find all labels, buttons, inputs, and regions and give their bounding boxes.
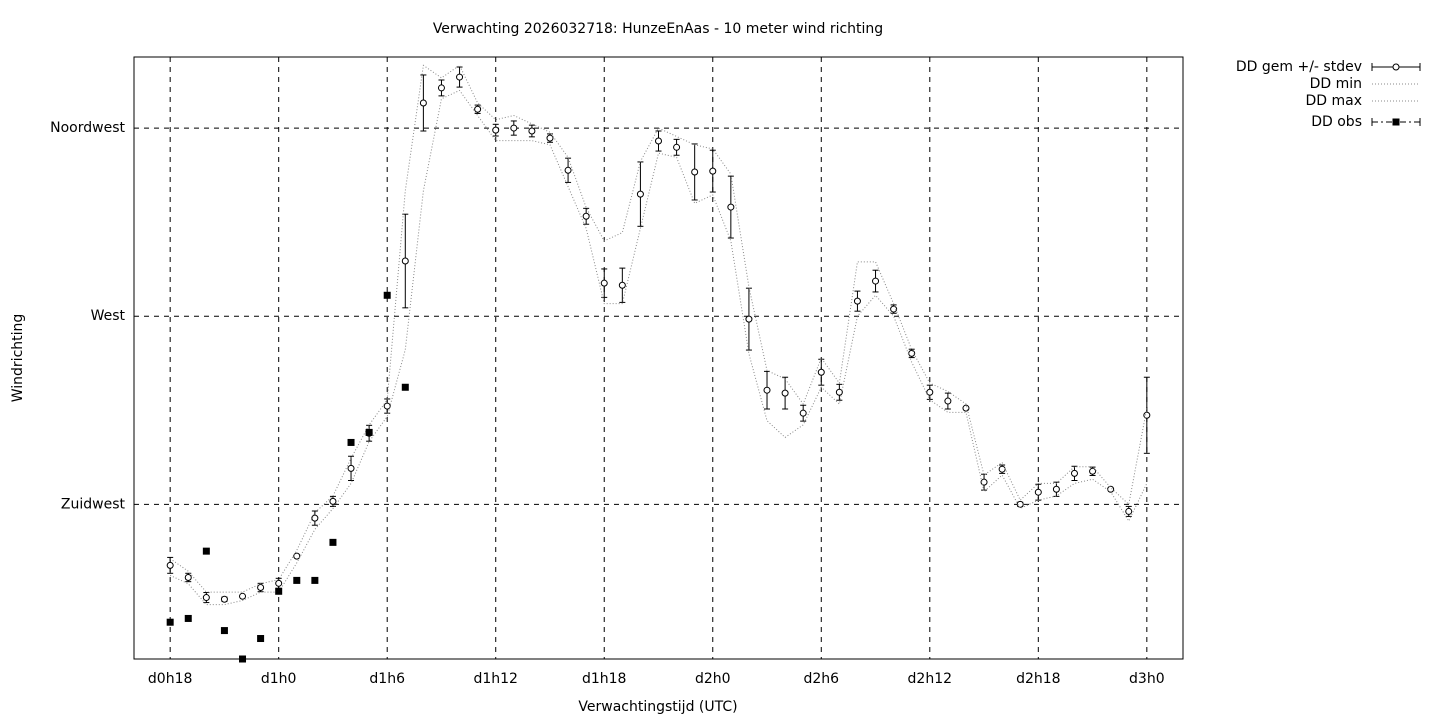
point — [908, 349, 916, 357]
y-tick-label: Zuidwest — [61, 496, 126, 512]
point — [184, 573, 192, 581]
point — [383, 291, 391, 299]
point — [745, 315, 753, 323]
point — [998, 465, 1006, 473]
point — [1107, 485, 1115, 493]
y-axis-label: Windrichting — [10, 314, 26, 403]
point — [763, 386, 771, 394]
point — [166, 561, 174, 569]
point — [202, 547, 210, 555]
point — [329, 538, 337, 546]
point — [365, 428, 373, 436]
legend-label: DD obs — [1311, 114, 1362, 130]
point — [184, 614, 192, 622]
point — [673, 143, 681, 151]
point — [528, 127, 536, 135]
point — [239, 592, 247, 600]
point — [293, 552, 301, 560]
point — [1125, 507, 1133, 515]
x-tick-label: d1h6 — [369, 671, 405, 687]
point — [817, 368, 825, 376]
point — [1034, 488, 1042, 496]
x-tick-label: d2h0 — [695, 671, 731, 687]
point — [311, 576, 319, 584]
point — [600, 279, 608, 287]
x-tick-label: d1h0 — [261, 671, 297, 687]
point — [980, 478, 988, 486]
point — [311, 514, 319, 522]
x-axis-label: Verwachtingstijd (UTC) — [578, 699, 737, 715]
point — [510, 124, 518, 132]
point — [1052, 485, 1060, 493]
y-tick-label: West — [91, 308, 126, 324]
point — [1089, 467, 1097, 475]
point — [275, 587, 283, 595]
point — [853, 297, 861, 305]
point — [329, 497, 337, 505]
point — [383, 402, 391, 410]
legend-label: DD gem +/- stdev — [1236, 59, 1362, 75]
point — [636, 190, 644, 198]
point — [456, 73, 464, 81]
point — [835, 388, 843, 396]
plot-border — [133, 56, 1184, 660]
point — [220, 627, 228, 635]
point — [492, 126, 500, 134]
point — [347, 438, 355, 446]
x-tick-label: d3h0 — [1129, 671, 1165, 687]
point — [781, 389, 789, 397]
point — [944, 397, 952, 405]
point — [257, 635, 265, 643]
y-tick-label: Noordwest — [50, 120, 125, 136]
point — [564, 166, 572, 174]
legend-swatch — [1392, 63, 1400, 71]
point — [419, 99, 427, 107]
point — [655, 137, 662, 145]
legend-label: DD max — [1305, 93, 1362, 109]
point — [401, 383, 409, 391]
point — [582, 212, 590, 220]
point — [275, 579, 283, 587]
x-tick-label: d0h18 — [148, 671, 192, 687]
point — [691, 168, 699, 176]
point — [962, 404, 970, 412]
x-tick-label: d1h12 — [473, 671, 517, 687]
point — [347, 464, 355, 472]
point — [1070, 469, 1078, 477]
chart-title: Verwachting 2026032718: HunzeEnAas - 10 … — [433, 21, 883, 37]
point — [618, 281, 626, 289]
point — [257, 584, 265, 592]
point — [727, 203, 735, 211]
point — [709, 167, 717, 175]
point — [546, 134, 554, 142]
point — [474, 105, 482, 113]
line — [169, 64, 1148, 593]
point — [293, 576, 301, 584]
x-tick-label: d2h6 — [803, 671, 839, 687]
x-tick-label: d1h18 — [582, 671, 626, 687]
point — [437, 84, 445, 92]
legend-swatch — [1392, 118, 1400, 126]
point — [926, 388, 934, 396]
point — [202, 594, 210, 602]
point — [401, 257, 409, 265]
legend-label: DD min — [1310, 76, 1362, 92]
point — [1143, 411, 1151, 419]
point — [166, 618, 174, 626]
point — [1016, 500, 1024, 508]
point — [239, 655, 247, 663]
point — [799, 409, 807, 417]
x-tick-label: d2h12 — [908, 671, 952, 687]
x-tick-label: d2h18 — [1016, 671, 1060, 687]
line — [169, 89, 1148, 606]
point — [872, 277, 880, 285]
point — [890, 305, 898, 313]
point — [220, 595, 228, 603]
